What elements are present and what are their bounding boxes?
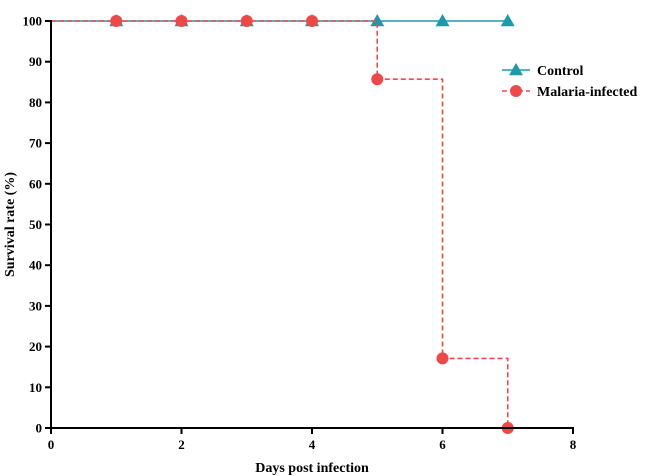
y-tick-label-4: 40 (29, 258, 42, 273)
y-tick-label-8: 80 (29, 95, 42, 110)
data-point-1-4 (306, 15, 318, 27)
legend-marker-0 (509, 63, 523, 76)
series-malaria-infected (51, 15, 514, 434)
axes (50, 20, 574, 429)
y-tick-label-10: 100 (23, 14, 43, 29)
y-tick-label-6: 60 (29, 176, 42, 191)
y-axis-title: Survival rate (%) (3, 172, 18, 277)
y-tick-label-0: 0 (36, 421, 43, 436)
legend-label-1: Malaria-infected (537, 85, 638, 100)
y-tick-label-5: 50 (29, 217, 42, 232)
x-tick-label-4: 8 (570, 437, 577, 452)
data-point-0-6 (435, 14, 450, 27)
legend-marker-1 (510, 85, 522, 97)
series-line-1 (51, 20, 509, 428)
y-tick-label-7: 70 (29, 136, 42, 151)
data-point-1-2 (175, 15, 188, 27)
data-point-0-7 (500, 14, 515, 27)
x-tick-label-1: 2 (178, 437, 185, 452)
y-tick-label-9: 90 (29, 54, 42, 69)
y-tick-label-2: 20 (29, 339, 42, 354)
data-point-0-5 (370, 14, 385, 27)
x-tick-label-3: 6 (439, 437, 446, 452)
data-point-1-3 (240, 15, 253, 27)
data-point-1-5 (371, 73, 384, 86)
legend-label-0: Control (537, 64, 584, 79)
legend: Control Malaria-infected (502, 63, 638, 100)
y-tick-label-1: 10 (29, 380, 42, 395)
data-point-1-1 (110, 15, 123, 27)
x-tick-label-0: 0 (48, 437, 55, 452)
plot-area (51, 14, 515, 434)
x-tick-label-2: 4 (309, 437, 316, 452)
x-axis-title: Days post infection (255, 461, 369, 476)
ticks: 0 10 20 30 40 50 60 70 80 90 100 0 2 4 6 8 (23, 14, 577, 453)
data-point-1-6 (436, 352, 449, 365)
y-tick-label-3: 30 (29, 298, 42, 313)
